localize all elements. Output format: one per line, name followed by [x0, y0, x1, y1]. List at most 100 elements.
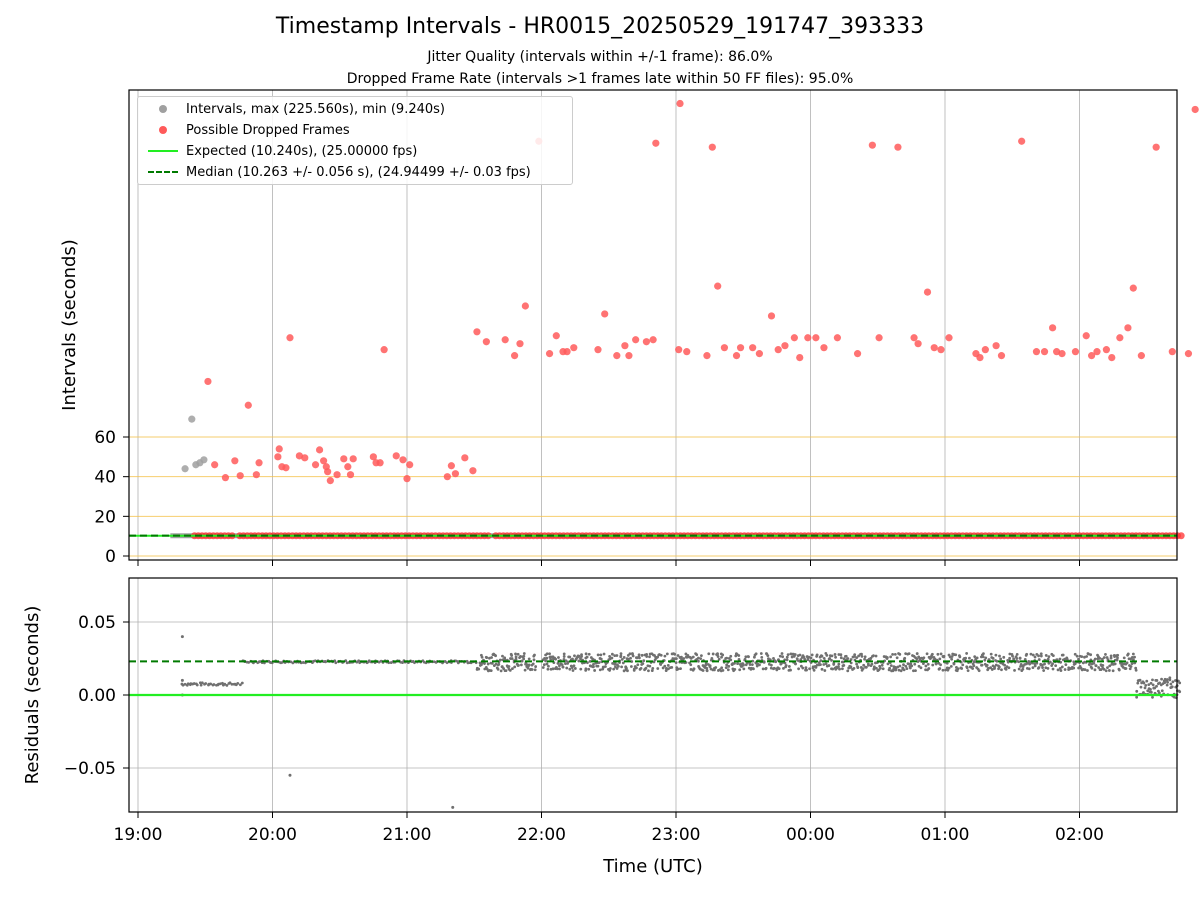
top-y-tick-label: 60: [94, 428, 116, 448]
residual-point: [1101, 664, 1105, 667]
residual-point: [981, 655, 985, 659]
dropped-frame-point: [521, 302, 529, 310]
residual-point: [1031, 666, 1035, 670]
top-plot-frame: [128, 89, 1178, 561]
dropped-frame-point: [601, 310, 609, 318]
residual-point: [556, 661, 560, 665]
residual-point: [532, 658, 536, 662]
residual-point: [1129, 665, 1133, 668]
residual-point: [954, 653, 958, 657]
chart-title: Timestamp Intervals - HR0015_20250529_19…: [275, 14, 925, 39]
residual-point: [643, 667, 647, 671]
residual-point: [192, 682, 196, 685]
residual-point: [1048, 660, 1052, 664]
dropped-frame-point: [621, 342, 629, 350]
residual-point: [1135, 689, 1139, 693]
residual-point: [602, 652, 606, 656]
residual-point: [676, 654, 680, 657]
residual-point: [769, 663, 773, 667]
dropped-frame-point: [914, 340, 922, 348]
top-data-points: [129, 99, 1199, 540]
residual-point: [936, 652, 940, 656]
residual-point: [674, 661, 678, 664]
residual-point: [747, 655, 750, 659]
dropped-frame-point: [1124, 324, 1132, 332]
residual-point: [679, 667, 682, 670]
residual-point: [1093, 668, 1097, 672]
residual-point: [483, 662, 486, 665]
residual-point: [572, 664, 576, 668]
residual-point: [488, 656, 491, 660]
residual-point: [707, 652, 711, 656]
residual-point: [1134, 666, 1138, 670]
dropped-frame-point: [923, 288, 932, 296]
residual-point: [551, 667, 555, 671]
residual-point: [547, 664, 550, 668]
residual-point: [1077, 657, 1080, 661]
residual-point: [733, 667, 737, 671]
dropped-frame-point: [625, 352, 633, 360]
residual-point: [543, 657, 546, 660]
residual-point: [1094, 664, 1098, 668]
residual-point: [1008, 652, 1012, 656]
residual-point: [704, 661, 708, 665]
residual-point: [837, 665, 840, 669]
residual-point: [787, 665, 791, 668]
residual-point: [510, 657, 514, 660]
dropped-frame-point: [1191, 105, 1199, 114]
residual-point: [938, 657, 942, 661]
residual-point: [777, 667, 781, 671]
residual-point: [599, 653, 603, 657]
residual-point: [1000, 668, 1003, 672]
residual-point: [758, 663, 761, 667]
dropped-frame-point: [632, 336, 640, 344]
residual-point: [1155, 684, 1158, 688]
residual-point: [938, 667, 942, 670]
residual-point: [692, 667, 696, 671]
residual-point: [1044, 666, 1048, 670]
residual-point: [965, 666, 969, 670]
residual-point: [717, 657, 721, 661]
residual-point: [1046, 666, 1050, 670]
residual-point: [1065, 656, 1069, 660]
residual-point: [721, 668, 725, 672]
residual-point: [513, 665, 517, 669]
residual-point: [867, 663, 870, 667]
residual-point: [549, 657, 553, 661]
residual-point: [517, 663, 520, 667]
residual-point: [799, 658, 803, 661]
residual-point: [924, 664, 928, 668]
residual-point: [779, 662, 783, 666]
residual-point: [511, 667, 514, 671]
residual-point: [230, 682, 234, 686]
residual-point: [863, 657, 866, 661]
residual-point: [566, 660, 570, 664]
residual-point: [834, 655, 837, 659]
residual-point: [200, 681, 204, 685]
residual-point: [514, 657, 518, 661]
residual-point: [838, 667, 841, 671]
residual-point: [831, 667, 835, 671]
residual-point: [1151, 683, 1155, 687]
residual-point: [946, 668, 950, 672]
dropped-frame-baseline-point: [1177, 532, 1185, 540]
dropped-frame-point: [570, 344, 578, 352]
residual-point: [789, 668, 792, 672]
dropped-frame-point: [781, 342, 789, 350]
residual-point: [856, 665, 859, 669]
residual-point: [720, 655, 723, 659]
residual-point: [670, 665, 674, 669]
residual-point: [558, 667, 561, 671]
residual-point: [1027, 667, 1031, 671]
residual-point: [1168, 678, 1172, 682]
residual-point: [637, 653, 641, 657]
legend-item-median: Median (10.263 +/- 0.056 s), (24.94499 +…: [148, 163, 531, 181]
residual-point: [1106, 666, 1109, 670]
residual-point: [629, 656, 632, 660]
residual-point: [913, 662, 917, 666]
interval-point: [181, 465, 189, 473]
residual-point: [648, 664, 652, 668]
jitter-quality-subtitle: Jitter Quality (intervals within +/-1 fr…: [427, 49, 773, 65]
residual-point: [579, 667, 583, 671]
legend-label: Possible Dropped Frames: [186, 122, 350, 138]
